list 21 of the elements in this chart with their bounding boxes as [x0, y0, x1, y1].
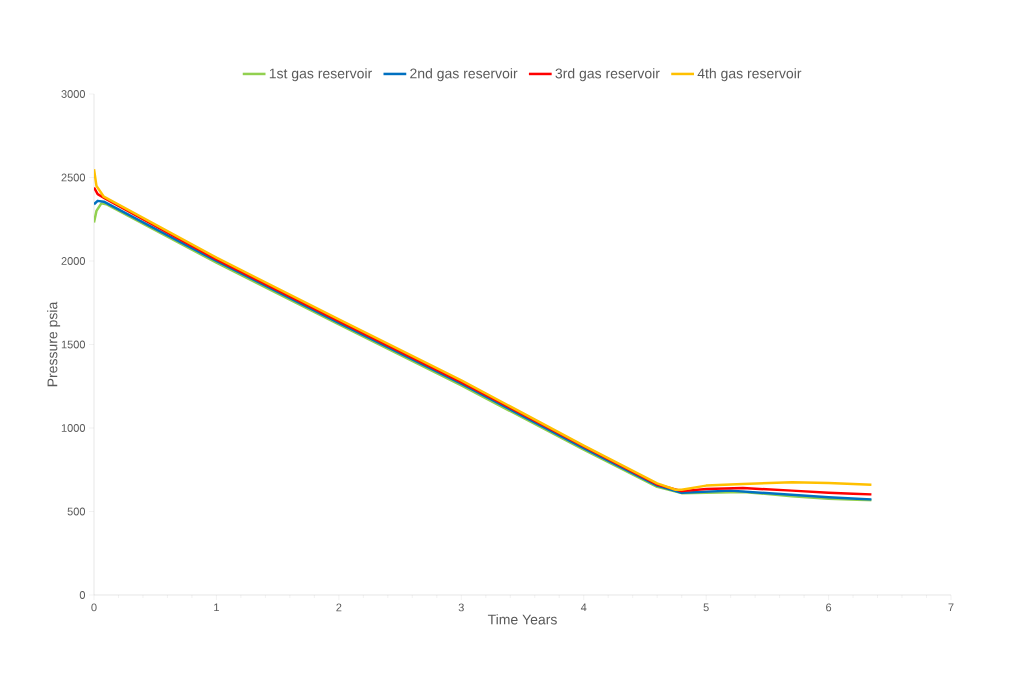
legend-label: 3rd gas reservoir [555, 68, 660, 82]
y-tick-label: 2500 [61, 173, 86, 182]
y-tick-label: 500 [67, 507, 86, 516]
x-tick-label: 5 [703, 603, 709, 612]
legend-label: 2nd gas reservoir [410, 68, 518, 82]
x-tick-label: 6 [826, 603, 832, 612]
y-tick-label: 3000 [61, 90, 86, 98]
x-tick-label: 7 [948, 603, 954, 612]
x-tick-label: 1 [214, 603, 219, 612]
x-tick-label: 3 [458, 603, 464, 612]
x-tick-label: 2 [336, 603, 342, 612]
legend-label: 1st gas reservoir [269, 68, 372, 82]
x-tick-label: 4 [580, 603, 587, 612]
x-tick-label: 0 [91, 603, 97, 612]
y-tick-label: 1500 [61, 340, 86, 349]
legend-label: 4th gas reservoir [697, 68, 802, 82]
x-axis-title: Time Years [487, 614, 557, 625]
y-axis-title: Pressure psia [47, 301, 61, 387]
y-tick-label: 1000 [61, 424, 86, 432]
y-tick-label: 0 [79, 591, 86, 599]
y-tick-label: 2000 [61, 257, 86, 265]
